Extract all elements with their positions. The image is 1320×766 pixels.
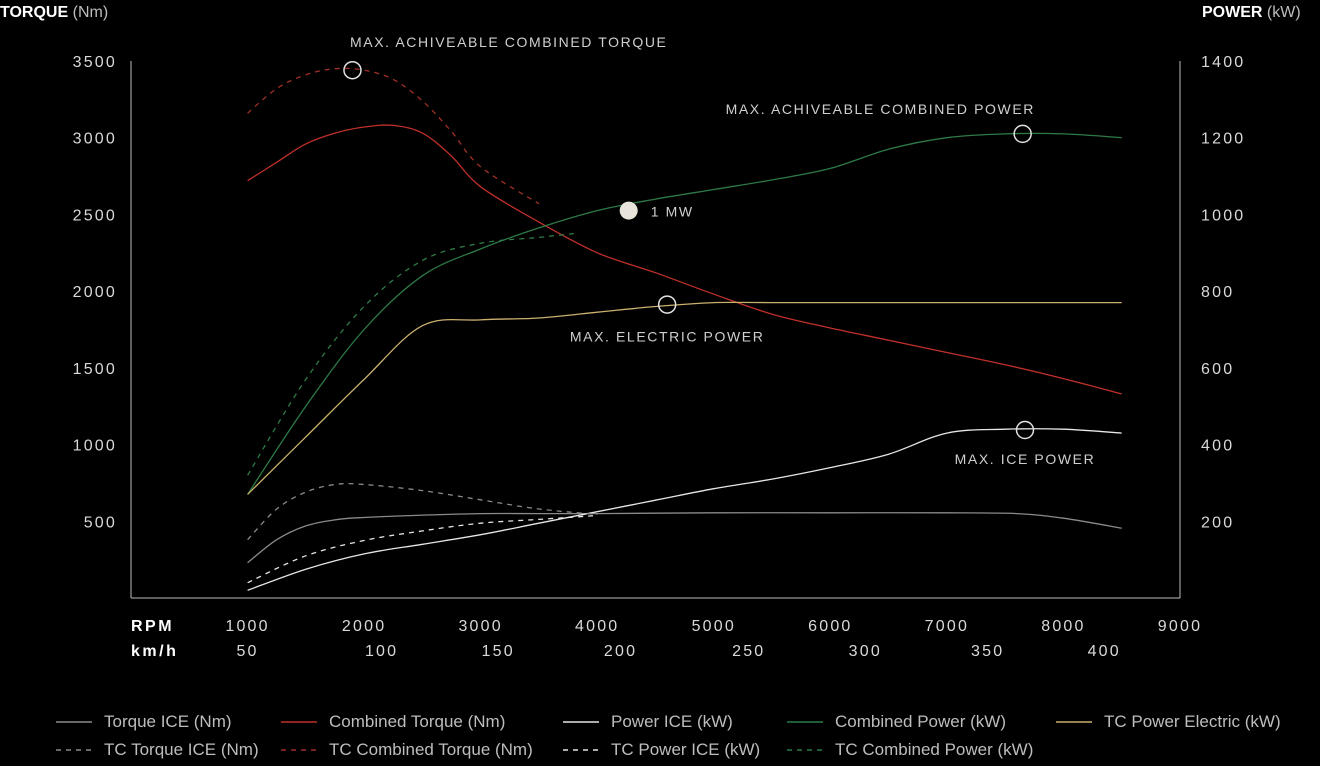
legend-label: TC Power Electric (kW) bbox=[1104, 712, 1281, 731]
y-left-tick-label: 3000 bbox=[73, 131, 117, 148]
legend-label: Power ICE (kW) bbox=[611, 712, 733, 731]
y-left-tick-label: 2000 bbox=[73, 284, 117, 301]
y-left-tick-label: 500 bbox=[84, 514, 117, 531]
x-rpm-tick-label: 4000 bbox=[575, 618, 619, 635]
legend-label: TC Combined Torque (Nm) bbox=[329, 740, 533, 759]
right-axis-title-bold: POWER bbox=[1202, 4, 1263, 21]
legend-item: Combined Power (kW) bbox=[787, 712, 1006, 732]
legend-item: TC Combined Torque (Nm) bbox=[281, 740, 533, 760]
y-left-tick-label: 2500 bbox=[73, 207, 117, 224]
legend-item: Torque ICE (Nm) bbox=[56, 712, 232, 732]
chart-legend: Torque ICE (Nm) Combined Torque (Nm) Power… bbox=[0, 708, 1320, 766]
annotation-label: 1 MW bbox=[651, 204, 694, 220]
y-left-tick-label: 1500 bbox=[73, 361, 117, 378]
series-line-power-ice-kw bbox=[247, 428, 1122, 591]
chart-series bbox=[247, 67, 1122, 591]
legend-swatch bbox=[56, 749, 92, 751]
x-kmh-tick-label: 300 bbox=[849, 643, 882, 660]
x-kmh-tick-label: 400 bbox=[1088, 643, 1121, 660]
x-kmh-tick-label: 200 bbox=[604, 643, 637, 660]
series-line-tc-power-electric-kw bbox=[247, 301, 1122, 495]
x-rpm-tick-label: 6000 bbox=[808, 618, 852, 635]
series-line-tc-combined-torque-nm bbox=[247, 67, 540, 205]
x-rpm-tick-label: 2000 bbox=[342, 618, 386, 635]
annotation-marker-max-achiveable-combined-power bbox=[1013, 124, 1032, 144]
x-kmh-tick-label: 100 bbox=[365, 643, 398, 660]
x-kmh-tick-label: 50 bbox=[236, 643, 258, 660]
legend-swatch bbox=[281, 721, 317, 723]
right-axis-title: POWER (kW) bbox=[1202, 4, 1301, 22]
chart-ticks: 500 1000 1500 2000 2500 3000 3500 200 400 600 800 1… bbox=[73, 54, 1245, 660]
series-line-torque-ice-nm bbox=[247, 512, 1122, 564]
x-rpm-tick-label: 3000 bbox=[458, 618, 502, 635]
series-line-combined-torque-nm bbox=[247, 124, 1122, 395]
legend-swatch bbox=[563, 749, 599, 751]
legend-swatch bbox=[787, 721, 823, 723]
y-right-tick-label: 1000 bbox=[1201, 207, 1245, 224]
legend-label: Torque ICE (Nm) bbox=[104, 712, 232, 731]
right-axis-title-unit: (kW) bbox=[1266, 4, 1301, 21]
y-right-tick-label: 800 bbox=[1201, 284, 1234, 301]
legend-item: Combined Torque (Nm) bbox=[281, 712, 505, 732]
x-rpm-tick-label: 9000 bbox=[1158, 618, 1202, 635]
x-kmh-tick-label: 350 bbox=[971, 643, 1004, 660]
legend-item: TC Combined Power (kW) bbox=[787, 740, 1033, 760]
torque-power-chart: 500 1000 1500 2000 2500 3000 3500 200 400 600 800 1… bbox=[73, 34, 1245, 660]
y-right-tick-label: 600 bbox=[1201, 361, 1234, 378]
y-left-tick-label: 1000 bbox=[73, 438, 117, 455]
annotation-label: MAX. ACHIVEABLE COMBINED POWER bbox=[726, 101, 1035, 117]
legend-label: TC Combined Power (kW) bbox=[835, 740, 1034, 759]
legend-item: Power ICE (kW) bbox=[563, 712, 733, 732]
legend-label: Combined Power (kW) bbox=[835, 712, 1006, 731]
legend-item: TC Torque ICE (Nm) bbox=[56, 740, 259, 760]
annotation-marker-1-mw bbox=[619, 201, 638, 220]
legend-swatch bbox=[563, 721, 599, 723]
legend-swatch bbox=[787, 749, 823, 751]
legend-label: TC Torque ICE (Nm) bbox=[104, 740, 259, 759]
x-header-kmh: km/h bbox=[131, 643, 178, 660]
left-axis-title-bold: TORQUE bbox=[0, 4, 69, 21]
x-header-rpm: RPM bbox=[131, 618, 174, 635]
annotation-marker-max-ice-power bbox=[1015, 420, 1035, 440]
x-kmh-tick-label: 150 bbox=[482, 643, 515, 660]
x-rpm-tick-label: 7000 bbox=[925, 618, 969, 635]
legend-item: TC Power ICE (kW) bbox=[563, 740, 760, 760]
annotation-label: MAX. ICE POWER bbox=[955, 451, 1096, 467]
legend-swatch bbox=[281, 749, 317, 751]
annotation-label: MAX. ELECTRIC POWER bbox=[570, 329, 765, 345]
series-line-combined-power-kw bbox=[247, 132, 1122, 495]
left-axis-title: TORQUE (Nm) bbox=[0, 4, 108, 22]
y-right-tick-label: 1400 bbox=[1201, 54, 1245, 71]
legend-swatch bbox=[1056, 721, 1092, 723]
series-line-tc-combined-power-kw bbox=[247, 232, 574, 476]
legend-swatch bbox=[56, 721, 92, 723]
y-right-tick-label: 200 bbox=[1201, 514, 1234, 531]
y-right-tick-label: 400 bbox=[1201, 438, 1234, 455]
series-line-tc-torque-ice-nm bbox=[247, 482, 598, 541]
annotation-marker-max-achiveable-combined-torque bbox=[343, 60, 362, 80]
y-left-tick-label: 3500 bbox=[73, 54, 117, 71]
legend-item: TC Power Electric (kW) bbox=[1056, 712, 1281, 732]
legend-label: TC Power ICE (kW) bbox=[611, 740, 761, 759]
legend-label: Combined Torque (Nm) bbox=[329, 712, 506, 731]
chart-axes bbox=[130, 61, 1181, 599]
chart-annotations: MAX. ACHIVEABLE COMBINED TORQUE MAX. ACHI… bbox=[343, 34, 1096, 467]
x-kmh-tick-label: 250 bbox=[732, 643, 765, 660]
x-rpm-tick-label: 5000 bbox=[692, 618, 736, 635]
x-rpm-tick-label: 1000 bbox=[225, 618, 269, 635]
annotation-marker-max-electric-power bbox=[657, 295, 677, 314]
annotation-label: MAX. ACHIVEABLE COMBINED TORQUE bbox=[350, 34, 667, 50]
series-line-tc-power-ice-kw bbox=[247, 514, 598, 584]
left-axis-title-unit: (Nm) bbox=[72, 4, 109, 21]
x-rpm-tick-label: 8000 bbox=[1041, 618, 1085, 635]
y-right-tick-label: 1200 bbox=[1201, 131, 1245, 148]
